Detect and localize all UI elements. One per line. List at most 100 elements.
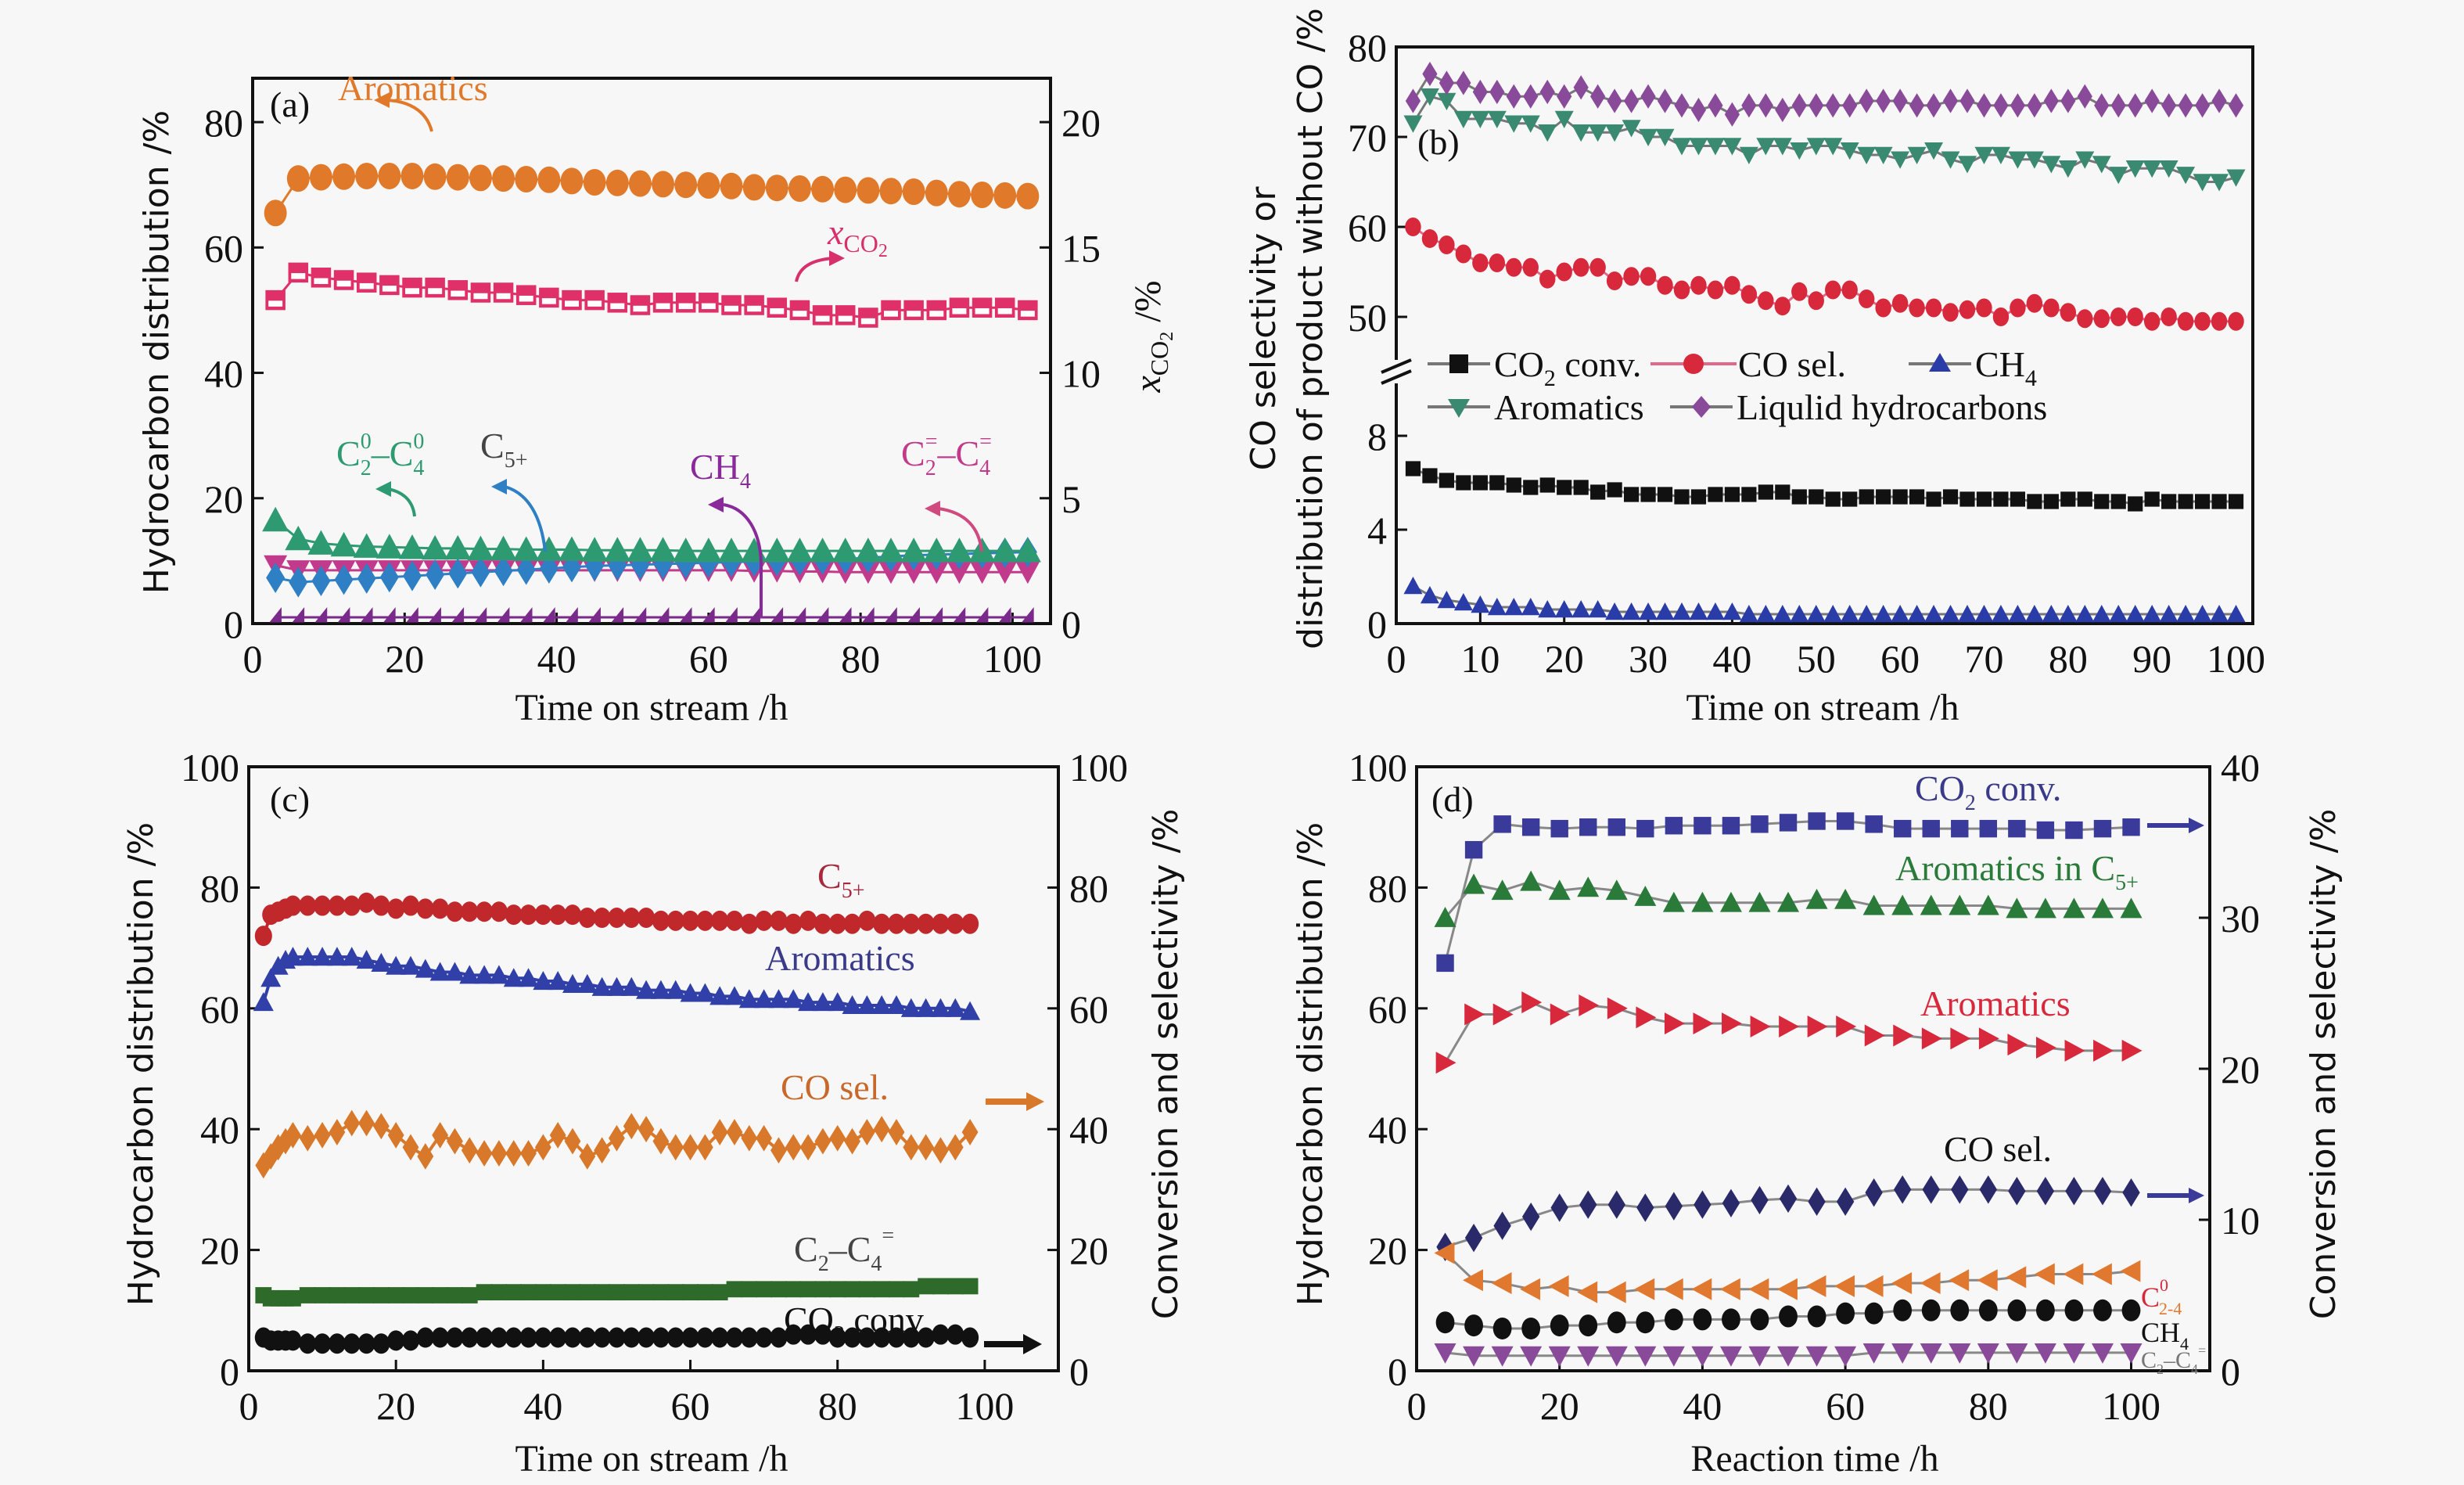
data-point (1790, 142, 1809, 160)
panel-d-marks (1434, 812, 2143, 1367)
x-tick-label: 50 (1797, 637, 1836, 681)
data-point (1741, 487, 1757, 502)
series-line (275, 551, 1028, 584)
data-point (1606, 271, 1623, 290)
data-point (1691, 1278, 1712, 1300)
data-point (1607, 482, 1622, 498)
data-point (1834, 888, 1857, 909)
data-point (260, 968, 282, 987)
data-point (1823, 138, 1843, 156)
data-point (1623, 88, 1640, 113)
panel-c-xlabel: Time on stream /h (515, 1438, 788, 1480)
data-point (1472, 79, 1488, 105)
x-tick-label: 0 (1387, 637, 1406, 681)
data-point (1662, 1278, 1683, 1300)
data-point (505, 1140, 523, 1167)
series-c5- (254, 892, 979, 947)
data-point (878, 538, 904, 563)
data-point (783, 989, 804, 1009)
x-tick-label: 80 (818, 1384, 857, 1428)
data-point (341, 947, 362, 966)
data-point (474, 606, 487, 623)
data-point (292, 606, 305, 623)
data-point (1504, 598, 1524, 616)
data-point (451, 606, 465, 623)
data-point (1471, 595, 1490, 613)
data-point (1739, 146, 1758, 164)
data-point (2024, 605, 2044, 623)
data-point (288, 262, 309, 283)
data-point (755, 1327, 773, 1348)
data-point (2228, 494, 2244, 509)
data-point (1607, 818, 1625, 836)
t: 2-4 (2159, 1299, 2182, 1318)
data-point (358, 1287, 375, 1303)
series-line (1412, 225, 2236, 323)
data-point (1605, 1281, 1626, 1303)
series-ch4 (1435, 1299, 2141, 1339)
data-point (476, 1327, 494, 1348)
panel-a-arrowhead-aromatics (374, 92, 390, 108)
data-point (1922, 1175, 1940, 1204)
data-point (2094, 93, 2110, 118)
y-right-tick-label: 60 (1069, 987, 1108, 1031)
data-point (262, 506, 289, 532)
series-co2-conv- (254, 1324, 979, 1354)
data-point (446, 164, 469, 191)
data-point (1893, 1024, 1914, 1047)
x-tick-label: 40 (1712, 637, 1751, 681)
data-point (253, 992, 274, 1012)
y-tick-label: 8 (1367, 415, 1387, 458)
data-point (2043, 494, 2059, 509)
data-point (446, 901, 464, 922)
data-point (461, 901, 479, 922)
data-point (1924, 605, 1944, 623)
x-tick-label: 60 (671, 1384, 710, 1428)
data-point (1435, 1052, 1456, 1074)
data-point (1607, 1190, 1625, 1219)
data-point (873, 1116, 890, 1143)
data-point (961, 913, 979, 934)
data-point (2007, 1299, 2027, 1321)
data-point (1493, 815, 1511, 833)
data-point (932, 1137, 949, 1164)
data-point (1605, 879, 1628, 901)
data-point (1942, 303, 1959, 322)
data-point (549, 1327, 567, 1348)
data-point (1862, 1275, 1884, 1297)
data-point (2109, 605, 2128, 623)
data-point (930, 606, 943, 623)
data-point (1978, 1027, 1999, 1050)
data-point (638, 1116, 655, 1143)
data-point (885, 606, 897, 623)
data-point (357, 892, 375, 913)
t: conv. (845, 1300, 930, 1339)
data-point (343, 1109, 361, 1137)
data-point (696, 1327, 714, 1348)
data-point (2008, 1177, 2026, 1206)
data-point (1806, 605, 1826, 623)
data-point (372, 1113, 390, 1140)
data-point (1739, 605, 1758, 623)
data-point (930, 998, 951, 1017)
data-point (1992, 307, 2010, 326)
data-point (415, 958, 436, 978)
data-point (2093, 819, 2112, 838)
data-point (566, 606, 578, 623)
data-point (917, 913, 935, 934)
panel-a-ann-xco2-sub: CO (843, 229, 878, 257)
data-point (1949, 1343, 1971, 1364)
data-point (1539, 79, 1555, 105)
data-point (1842, 93, 1858, 118)
data-point (741, 1124, 758, 1152)
data-point (788, 175, 811, 203)
data-point (403, 560, 422, 591)
data-point (2094, 494, 2110, 509)
data-point (1579, 818, 1597, 836)
x-tick-label: 80 (841, 637, 880, 681)
y-tick-label: 80 (204, 101, 243, 145)
data-point (343, 1287, 361, 1303)
data-point (638, 1284, 655, 1301)
legend-item-liquid-hydrocarbons: Liqulid hydrocarbons (1670, 387, 2047, 427)
data-point (2210, 174, 2229, 192)
